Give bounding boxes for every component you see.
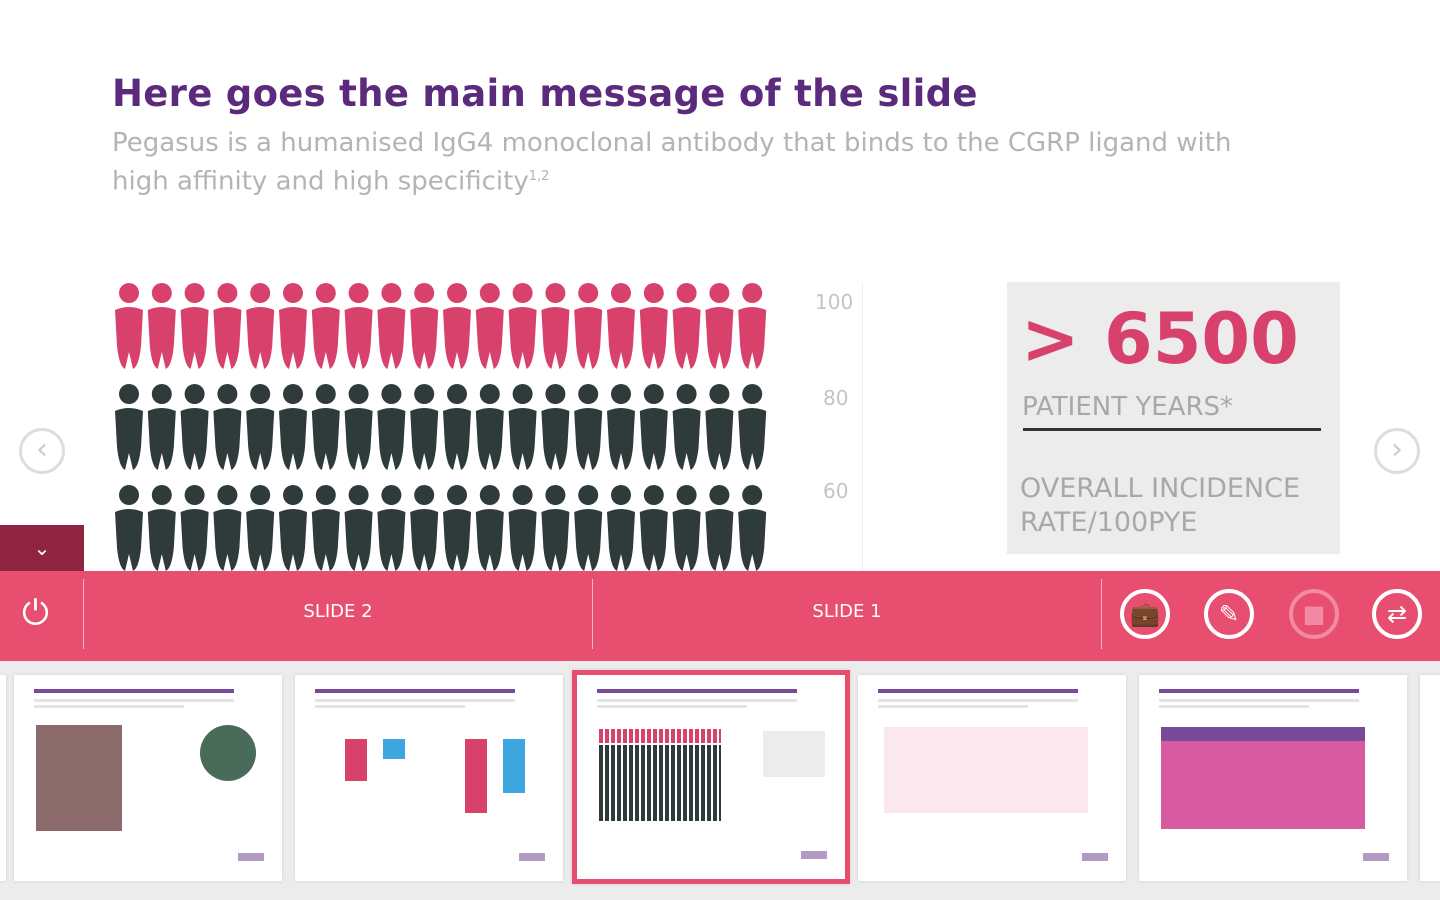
person-icon [508,485,537,571]
person-icon [377,384,406,470]
person-icon [213,485,242,571]
person-icon [311,485,340,571]
person-icon [705,384,734,470]
person-icon [738,384,767,470]
person-icon [607,283,635,369]
person-icon [115,283,143,369]
person-icon [246,384,275,470]
person-icon [377,485,406,571]
person-icon [508,283,537,369]
reference: 1,2 [528,169,550,184]
slide-thumbnail[interactable] [14,675,282,881]
toolbar: ⏻ SLIDE 2 SLIDE 1 💼 ✎ ■ ⇄ [0,571,1440,661]
person-icon [738,485,767,571]
person-icon [344,384,373,470]
stat-value: > 6500 [1021,298,1299,380]
person-icon [344,485,373,571]
person-icon [410,283,439,369]
person-icon [443,384,471,470]
person-icon [475,384,504,470]
briefcase-icon[interactable]: 💼 [1120,589,1170,639]
person-icon [279,283,307,369]
person-icon [672,283,701,369]
person-icon [475,485,504,571]
person-icon [607,384,635,470]
person-icon [639,384,668,470]
person-icon [115,384,143,470]
person-icon [443,485,471,571]
power-icon[interactable]: ⏻ [22,593,49,633]
person-icon [443,283,471,369]
video-icon[interactable]: ■ [1289,589,1339,639]
person-icon [607,485,635,571]
thumbnail-strip[interactable] [0,661,1440,900]
person-icon [541,384,570,470]
edit-icon[interactable]: ✎ [1204,589,1254,639]
person-icon [639,485,668,571]
person-icon [344,283,373,369]
slide-thumbnail[interactable] [1420,675,1440,881]
person-icon [115,485,143,571]
slide-1-button[interactable]: SLIDE 1 [812,601,882,622]
person-icon [639,283,668,369]
person-icon [705,485,734,571]
person-icon [279,384,307,470]
axis-line [862,282,863,572]
person-icon [738,283,767,369]
person-icon [705,283,734,369]
tick-label: 80 [823,386,849,410]
person-icon [475,283,504,369]
slide-thumbnail[interactable] [295,675,563,881]
slide-thumbnail[interactable] [1139,675,1407,881]
person-icon [574,485,603,571]
person-icon [147,384,176,470]
pictogram-svg [115,283,767,571]
person-icon [410,384,439,470]
person-icon [541,485,570,571]
slide-thumbnail[interactable] [858,675,1126,881]
person-icon [311,283,340,369]
tick-label: 60 [823,479,849,503]
person-icon [180,485,209,571]
person-icon [508,384,537,470]
divider [1101,579,1102,649]
slide-title: Here goes the main message of the slide [112,72,978,115]
person-icon [541,283,570,369]
person-icon [147,283,176,369]
person-icon [213,384,242,470]
next-slide-button[interactable]: › [1374,428,1420,474]
prev-slide-button[interactable]: ‹ [19,428,65,474]
swap-icon[interactable]: ⇄ [1372,589,1422,639]
person-icon [213,283,242,369]
tick-label: 100 [815,290,854,314]
divider [83,579,84,649]
person-icon [574,384,603,470]
person-icon [377,283,406,369]
slide-2-button[interactable]: SLIDE 2 [303,601,373,622]
person-icon [672,384,701,470]
stat-label: PATIENT YEARS* [1022,392,1234,422]
patient-pictogram [112,280,772,571]
person-icon [147,485,176,571]
person-icon [180,384,209,470]
collapse-toolbar-button[interactable]: ⌄ [0,525,84,571]
stat-box: > 6500 PATIENT YEARS* OVERALL INCIDENCE … [1007,282,1340,554]
person-icon [574,283,603,369]
person-icon [180,283,209,369]
divider [592,579,593,649]
slide-subtitle: Pegasus is a humanised IgG4 monoclonal a… [112,126,1252,199]
person-icon [246,485,275,571]
person-icon [311,384,340,470]
person-icon [279,485,307,571]
person-icon [672,485,701,571]
person-icon [246,283,275,369]
subtitle-text: Pegasus is a humanised IgG4 monoclonal a… [112,128,1232,197]
slide-thumbnail[interactable] [0,675,6,881]
divider [1023,428,1321,431]
person-icon [410,485,439,571]
slide-thumbnail-current[interactable] [572,670,850,884]
stat-footer: OVERALL INCIDENCE RATE/100PYE [1020,473,1301,538]
